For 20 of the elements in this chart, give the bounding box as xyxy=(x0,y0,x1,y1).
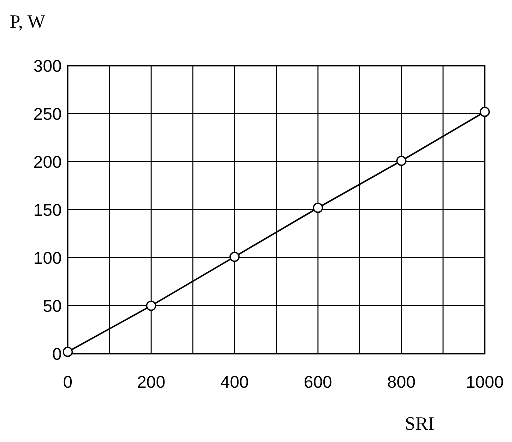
y-tick-label: 50 xyxy=(43,297,62,316)
y-tick-label: 150 xyxy=(34,201,62,220)
point xyxy=(396,156,407,166)
point xyxy=(146,300,157,312)
x-tick-label: 400 xyxy=(220,373,249,392)
x-tick-label: 800 xyxy=(387,373,416,392)
y-tick-label: 300 xyxy=(34,57,62,76)
point xyxy=(480,106,490,118)
x-tick-label: 600 xyxy=(304,373,332,392)
point xyxy=(230,252,240,262)
y-tick-label: 200 xyxy=(34,153,62,172)
x-tick-label: 200 xyxy=(137,373,166,392)
x-tick-label: 1000 xyxy=(466,373,504,392)
y-axis-title: P, W xyxy=(10,12,46,33)
y-tick-label: 100 xyxy=(34,249,62,268)
y-tick-label: 250 xyxy=(34,105,62,124)
x-axis-title: SRI xyxy=(405,414,435,435)
point xyxy=(313,202,324,214)
y-tick-label: 0 xyxy=(52,345,62,364)
point xyxy=(62,346,74,358)
